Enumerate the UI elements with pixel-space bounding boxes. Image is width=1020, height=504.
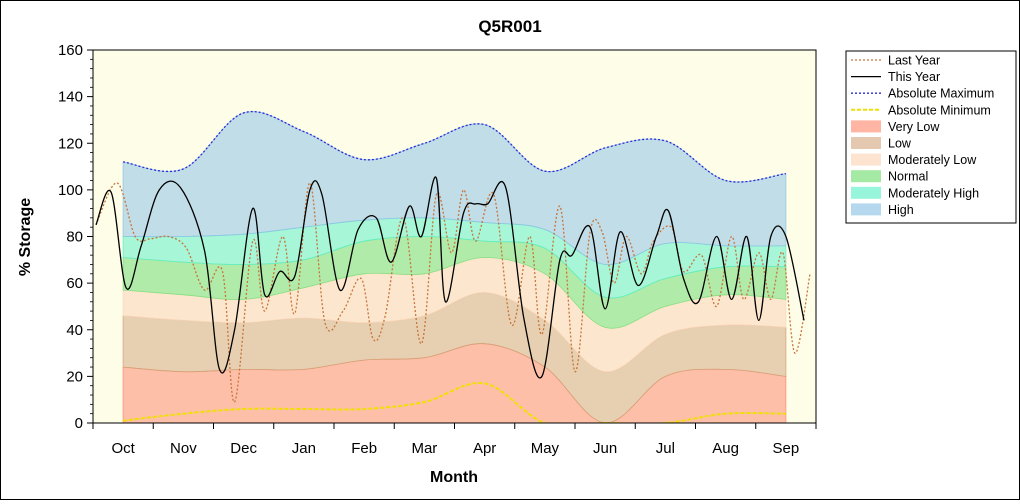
legend-item-this-year: This Year <box>851 70 940 84</box>
legend-label: Absolute Maximum <box>888 87 994 101</box>
legend-item-moderately-high: Moderately High <box>851 186 979 200</box>
legend-swatch <box>851 170 881 183</box>
legend-swatch <box>851 203 881 216</box>
x-tick-label: Feb <box>351 440 377 457</box>
legend-swatch <box>851 186 881 199</box>
x-tick-label: Jun <box>593 440 617 457</box>
chart-title: Q5R001 <box>478 17 541 36</box>
legend-label: Low <box>888 137 912 151</box>
x-tick-label: Mar <box>411 440 437 457</box>
axes: 0 20 40 60 80 100 120 140 160 Oct Nov Dec Jan Feb Mar A… <box>58 42 817 457</box>
x-axis-label: Month <box>430 469 478 486</box>
series-this-year <box>95 176 805 379</box>
legend-swatch <box>851 153 881 166</box>
x-tick-label: May <box>531 440 560 457</box>
legend-item-high: High <box>851 203 914 217</box>
legend-item-normal: Normal <box>851 170 928 184</box>
legend: Last Year This Year Absolute Maximum Absolu… <box>845 50 1017 224</box>
y-tick-label: 60 <box>66 275 83 292</box>
legend-label: Very Low <box>888 120 940 134</box>
plot-area <box>93 50 816 423</box>
legend-item-absolute-minimum: Absolute Minimum <box>851 103 991 117</box>
y-tick-label: 140 <box>58 89 83 106</box>
legend-label: Moderately High <box>888 186 979 200</box>
x-tick-label: Apr <box>473 440 496 457</box>
legend-item-absolute-maximum: Absolute Maximum <box>851 87 994 101</box>
legend-item-low: Low <box>851 137 912 151</box>
legend-label: High <box>888 203 914 217</box>
x-tick-label: Jan <box>292 440 316 457</box>
y-tick-label: 40 <box>66 322 83 339</box>
y-axis-label: % Storage <box>17 198 34 276</box>
series-absolute-minimum <box>122 381 786 423</box>
y-tick-label: 80 <box>66 229 83 246</box>
x-tick-label: Dec <box>230 440 257 457</box>
y-tick-label: 0 <box>75 415 83 432</box>
series-last-year <box>95 182 811 403</box>
y-tick-label: 160 <box>58 42 83 59</box>
x-tick-label: Jul <box>656 440 675 457</box>
legend-item-last-year: Last Year <box>851 54 940 68</box>
x-tick-label: Sep <box>773 440 800 457</box>
y-tick-label: 20 <box>66 368 83 385</box>
legend-swatch <box>851 137 881 149</box>
y-tick-label: 120 <box>58 135 83 152</box>
legend-label: Moderately Low <box>888 153 977 167</box>
plot-clip-group <box>95 111 811 423</box>
legend-label: Normal <box>888 170 928 184</box>
x-tick-label: Oct <box>111 440 135 457</box>
legend-item-very-low: Very Low <box>851 120 940 134</box>
legend-swatch <box>851 120 881 133</box>
legend-label: Absolute Minimum <box>888 103 991 117</box>
legend-label: Last Year <box>888 54 940 68</box>
x-tick-label: Aug <box>712 440 739 457</box>
legend-label: This Year <box>888 70 940 84</box>
x-tick-label: Nov <box>170 440 197 457</box>
legend-item-moderately-low: Moderately Low <box>851 153 977 167</box>
series-absolute-maximum <box>123 111 786 183</box>
y-tick-label: 100 <box>58 182 83 199</box>
